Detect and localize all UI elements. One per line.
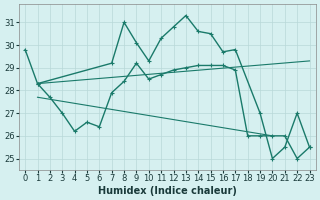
X-axis label: Humidex (Indice chaleur): Humidex (Indice chaleur) [98, 186, 237, 196]
